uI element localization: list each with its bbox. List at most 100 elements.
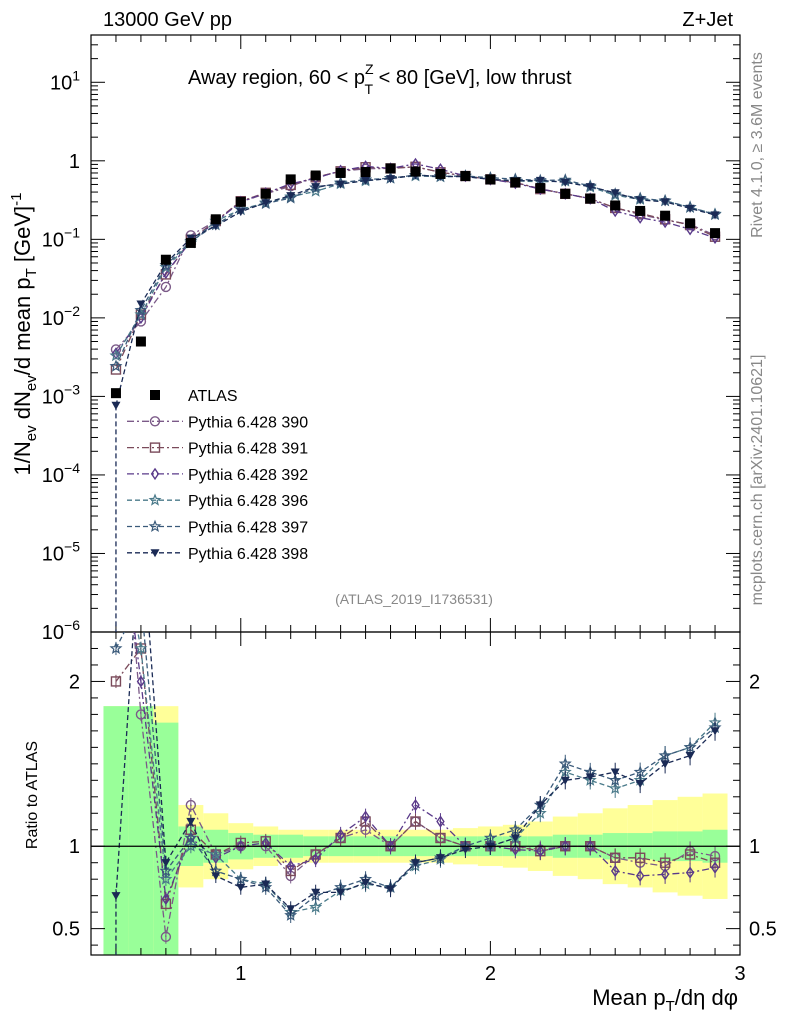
- ratio-tick-label-left: 0.5: [52, 919, 80, 941]
- ratio-series-marker: [608, 781, 622, 795]
- main-series-marker: [710, 211, 720, 220]
- ratio-series-marker: [435, 832, 446, 844]
- y-main-tick-label: 10−3: [42, 381, 80, 408]
- ratio-series-marker: [236, 883, 246, 892]
- y-main-tick-label: 10−1: [42, 224, 80, 251]
- ratio-series-marker: [561, 840, 570, 853]
- data-point-marker: [610, 200, 621, 211]
- data-point-marker: [410, 166, 421, 177]
- tick-base: 10: [42, 229, 64, 251]
- ratio-series-marker: [134, 641, 148, 655]
- y-main-tick-label: 10−4: [42, 460, 80, 487]
- legend-data-marker: [150, 390, 160, 400]
- main-y-axis-label: 1/Nev dNev/d mean pT [GeV]-1: [8, 193, 40, 476]
- tick-exponent: −4: [64, 460, 80, 476]
- main-series-line: [115, 174, 716, 406]
- tick-base: 10: [42, 622, 64, 644]
- ratio-series-marker: [411, 859, 420, 868]
- tick-base: 10: [42, 543, 64, 565]
- ratio-series-marker: [110, 676, 122, 687]
- ratio-series-marker: [411, 798, 420, 812]
- x-axis-label: Mean pT/dη dφ: [592, 985, 738, 1015]
- main-series-marker: [311, 183, 321, 192]
- main-series-marker: [159, 260, 173, 273]
- ratio-series-marker: [436, 815, 445, 828]
- ratio-series-marker: [386, 840, 395, 853]
- ratio-series-marker: [159, 872, 173, 885]
- ratio-series-marker: [336, 888, 346, 897]
- ratio-series-marker: [161, 892, 171, 906]
- ratio-series-marker: [684, 849, 696, 860]
- data-point-marker: [185, 237, 196, 248]
- y-main-tick-label: 101: [50, 67, 80, 94]
- ratio-tick-label-right: 2: [749, 671, 760, 693]
- main-series-line: [115, 163, 716, 354]
- analysis-tag: (ATLAS_2019_I1736531): [335, 591, 493, 607]
- legend-marker: [149, 442, 161, 453]
- legend-marker: [150, 467, 160, 481]
- y-main-tick-label: 1: [69, 151, 80, 173]
- data-point-marker: [660, 210, 671, 221]
- ratio-series-marker: [635, 869, 645, 883]
- ratio-series-marker: [309, 900, 323, 913]
- ratio-series-marker: [186, 817, 196, 827]
- y-main-tick-label: 10−2: [42, 303, 80, 330]
- y-main-tick-label: 10−6: [42, 617, 80, 644]
- ratio-series-marker: [608, 773, 622, 786]
- legend-label: Pythia 6.428 391: [188, 441, 308, 458]
- tick-base: 10: [50, 72, 72, 94]
- ratio-series-marker: [184, 839, 198, 852]
- ratio-series-marker: [386, 885, 396, 894]
- data-point-marker: [460, 171, 471, 182]
- main-series-marker: [386, 175, 396, 184]
- tick-base: 10: [42, 308, 64, 330]
- legend-label: Pythia 6.428 390: [188, 414, 308, 431]
- ratio-series-marker: [209, 847, 223, 861]
- main-series-marker: [535, 176, 545, 185]
- ratio-series: [109, 594, 722, 955]
- main-plot-frame: [90, 34, 741, 633]
- ratio-tick-label-left: 2: [69, 671, 80, 693]
- data-point-marker: [210, 214, 221, 225]
- data-point-marker: [260, 188, 271, 199]
- ratio-series-marker: [109, 641, 123, 655]
- ratio-series-marker: [136, 675, 146, 688]
- main-series-marker: [211, 222, 221, 231]
- tick-exponent: 1: [72, 67, 80, 83]
- ratio-series-marker: [136, 594, 146, 603]
- main-series-line: [115, 175, 716, 357]
- ratio-series-marker: [560, 776, 570, 785]
- main-series-marker: [635, 211, 645, 224]
- mcplots-credit-label: mcplots.cern.ch [arXiv:2401.10621]: [749, 355, 766, 606]
- ratio-series-marker: [634, 852, 646, 863]
- ratio-series-marker: [161, 859, 171, 868]
- ratio-series-marker: [610, 768, 620, 777]
- main-series-marker: [585, 183, 595, 192]
- data-point-marker: [635, 205, 646, 216]
- legend-label: Pythia 6.428 396: [188, 493, 308, 510]
- ratio-series-marker: [586, 840, 595, 853]
- ratio-series-marker: [336, 828, 345, 841]
- ratio-series-marker: [159, 864, 173, 877]
- data-point-marker: [685, 218, 696, 229]
- ratio-series-marker: [361, 878, 371, 887]
- data-point-marker: [535, 183, 546, 194]
- ratio-series-marker: [585, 773, 595, 782]
- ratio-series-marker: [286, 859, 295, 873]
- ratio-series-marker: [533, 806, 547, 819]
- ratio-series-marker: [635, 780, 645, 789]
- inner-band-bin: [128, 706, 154, 955]
- ratio-series-marker: [184, 831, 198, 844]
- legend-marker: [149, 416, 161, 427]
- tick-exponent: −5: [64, 538, 80, 554]
- ratio-series-marker: [511, 843, 520, 856]
- ratio-tick-label-left: 1: [69, 836, 80, 858]
- tick-base: 10: [42, 465, 64, 487]
- data-point-marker: [585, 193, 596, 204]
- ratio-series-marker: [460, 845, 470, 855]
- tick-exponent: −3: [64, 381, 80, 397]
- ratio-series-marker: [536, 844, 545, 858]
- data-point-marker: [110, 388, 121, 399]
- main-series-marker: [160, 281, 172, 293]
- main-series-marker: [110, 344, 122, 355]
